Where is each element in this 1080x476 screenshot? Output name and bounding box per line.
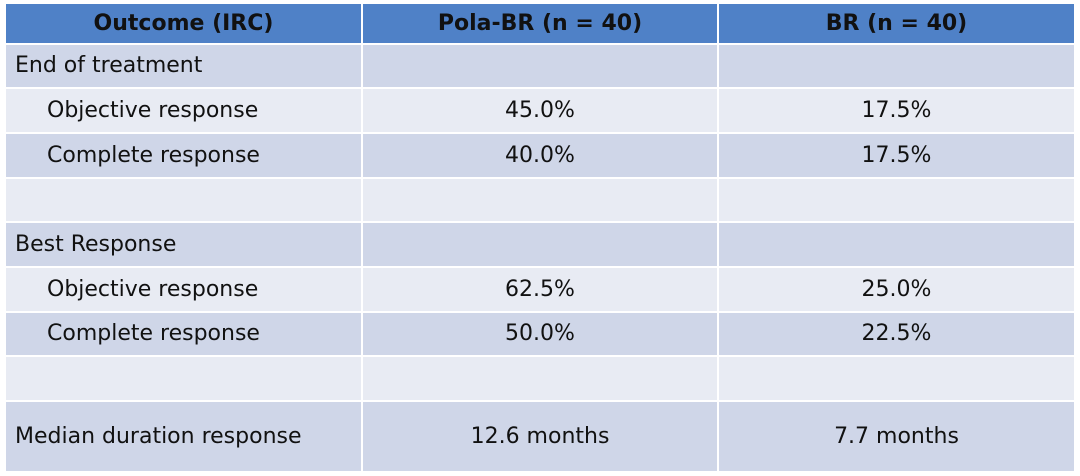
row: Objective response 62.5% 25.0%	[4, 265, 1076, 313]
cell	[4, 355, 363, 402]
cell: 17.5%	[717, 131, 1076, 179]
cell: Median duration response	[4, 399, 363, 474]
cell: Complete response	[4, 310, 363, 358]
cell: 7.7 months	[717, 399, 1076, 474]
cell: 50.0%	[361, 310, 719, 358]
cell: Objective response	[4, 265, 363, 313]
cell	[361, 355, 719, 402]
cell	[717, 221, 1076, 268]
row: End of treatment	[4, 42, 1076, 90]
cell: 12.6 months	[361, 399, 719, 474]
row: Complete response 40.0% 17.5%	[4, 131, 1076, 179]
cell	[717, 42, 1076, 90]
header-cell: Outcome (IRC)	[4, 2, 363, 45]
cell: Best Response	[4, 221, 363, 268]
cell	[361, 221, 719, 268]
cell: 40.0%	[361, 131, 719, 179]
cell: End of treatment	[4, 42, 363, 90]
cell	[4, 176, 363, 224]
row: Best Response	[4, 221, 1076, 268]
row	[4, 355, 1076, 402]
row	[4, 176, 1076, 224]
header-cell: BR (n = 40)	[717, 2, 1076, 45]
cell	[361, 176, 719, 224]
cell: 17.5%	[717, 87, 1076, 134]
header-row: Outcome (IRC) Pola-BR (n = 40) BR (n = 4…	[4, 2, 1076, 45]
cell	[361, 42, 719, 90]
cell: 45.0%	[361, 87, 719, 134]
cell: 62.5%	[361, 265, 719, 313]
row: Median duration response 12.6 months 7.7…	[4, 399, 1076, 474]
cell: 25.0%	[717, 265, 1076, 313]
row: Objective response 45.0% 17.5%	[4, 87, 1076, 134]
cell	[717, 176, 1076, 224]
cell: Objective response	[4, 87, 363, 134]
results-table: Outcome (IRC) Pola-BR (n = 40) BR (n = 4…	[4, 2, 1076, 474]
row: Complete response 50.0% 22.5%	[4, 310, 1076, 358]
header-cell: Pola-BR (n = 40)	[361, 2, 719, 45]
cell	[717, 355, 1076, 402]
cell: 22.5%	[717, 310, 1076, 358]
cell: Complete response	[4, 131, 363, 179]
